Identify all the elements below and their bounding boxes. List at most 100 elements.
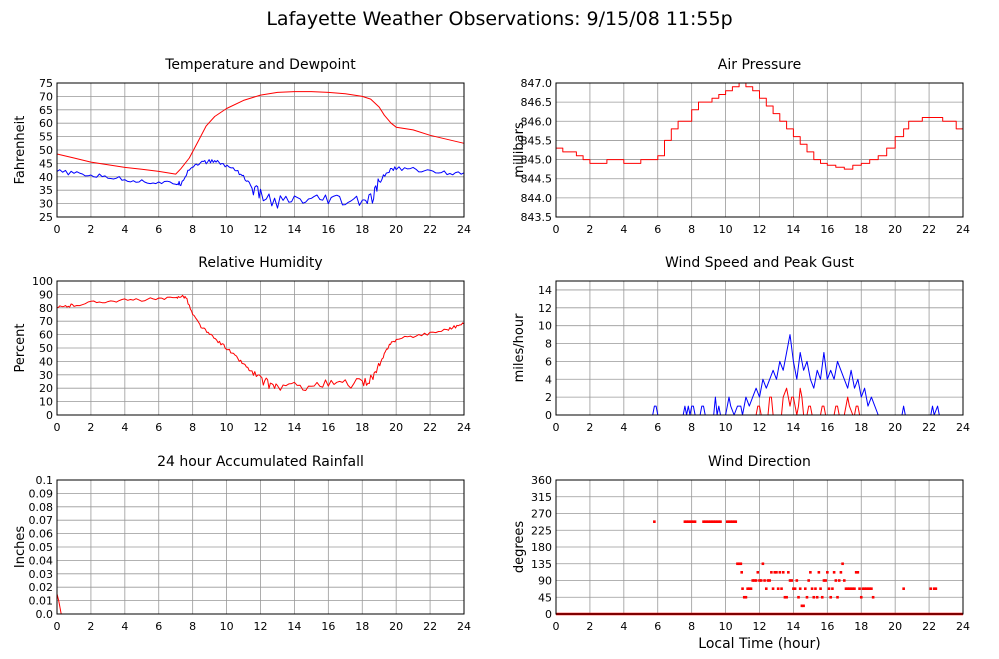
x-tick-label: 18 [854,223,868,236]
y-tick-label: 0.08 [29,501,54,514]
y-tick-label: 55 [39,131,53,144]
data-point [754,579,758,582]
x-tick-label: 0 [553,421,560,434]
data-point [802,604,805,608]
data-point [871,595,875,599]
x-tick-label: 22 [423,620,437,633]
data-point [822,579,826,582]
x-tick-label: 20 [389,223,403,236]
data-point [731,520,734,523]
x-tick-label: 10 [220,223,234,236]
data-point [829,595,833,599]
data-point [758,579,761,582]
x-tick-label: 20 [888,421,902,434]
x-tick-label: 14 [786,421,800,434]
data-point [815,595,819,599]
y-tick-label: 0.05 [29,541,54,554]
series-line [556,387,963,416]
data-point [866,587,870,590]
x-tick-label: 14 [786,223,800,236]
data-point [798,587,802,590]
x-tick-label: 12 [753,421,767,434]
data-point [746,587,749,590]
x-tick-label: 6 [155,620,162,633]
x-tick-label: 16 [820,421,834,434]
data-point [736,562,739,566]
x-tick-label: 24 [956,620,970,633]
y-tick-label: 0 [545,608,552,621]
data-point [692,520,695,523]
data-point [790,579,794,582]
data-point [763,579,766,582]
data-point [870,587,873,590]
data-point [853,587,856,590]
data-point [934,587,938,590]
x-tick-label: 0 [553,620,560,633]
chart-title: Temperature and Dewpoint [164,57,356,73]
data-point [929,587,933,590]
data-point [819,587,822,590]
y-tick-label: 75 [39,77,53,90]
plot-frame [555,479,964,615]
data-point [770,571,773,574]
data-point [834,579,838,582]
x-tick-label: 20 [888,620,902,633]
data-point [709,520,712,523]
data-point [710,520,714,523]
x-tick-label: 4 [620,421,627,434]
data-point [797,595,800,599]
data-point [785,595,788,599]
x-tick-label: 6 [155,421,162,434]
y-tick-label: 0.01 [29,595,54,608]
data-point [831,587,834,590]
x-tick-label: 2 [586,223,593,236]
data-point [807,579,810,582]
y-tick-label: 846.0 [521,115,553,128]
x-tick-label: 22 [423,223,437,236]
y-tick-label: 60 [39,117,53,130]
data-point [685,520,688,523]
y-tick-label: 30 [39,198,53,211]
data-point [841,562,844,566]
data-point [756,571,760,574]
x-tick-label: 12 [254,421,268,434]
y-tick-label: 843.5 [521,211,553,224]
x-tick-label: 14 [287,223,301,236]
data-point [705,520,709,523]
data-point [863,587,866,590]
data-point [788,579,792,582]
x-tick-label: 8 [189,223,196,236]
plot-frame [56,82,465,218]
data-point [761,562,765,566]
data-point [849,587,853,590]
x-tick-label: 18 [854,620,868,633]
series-line [56,91,465,175]
data-point [832,571,836,574]
x-tick-label: 10 [220,620,234,633]
x-tick-label: 10 [719,620,733,633]
y-tick-label: 270 [531,508,552,521]
x-tick-label: 0 [54,620,61,633]
data-point [732,520,736,523]
chart-title: Wind Speed and Peak Gust [665,255,854,271]
data-point [846,587,849,590]
data-point [742,595,746,599]
y-tick-label: 10 [538,320,552,333]
y-tick-label: 0.1 [36,474,54,487]
y-tick-label: 0.0 [36,608,54,621]
data-point [859,595,863,599]
x-tick-label: 24 [457,421,471,434]
x-tick-label: 18 [355,223,369,236]
data-point [932,587,936,590]
data-point [707,520,710,523]
chart-title: 24 hour Accumulated Rainfall [157,454,364,470]
data-point [717,520,721,523]
plot-frame [56,479,465,615]
y-tick-label: 135 [531,558,552,571]
x-tick-label: 22 [922,620,936,633]
y-tick-label: 4 [545,373,552,386]
y-tick-label: 0.04 [29,554,54,567]
